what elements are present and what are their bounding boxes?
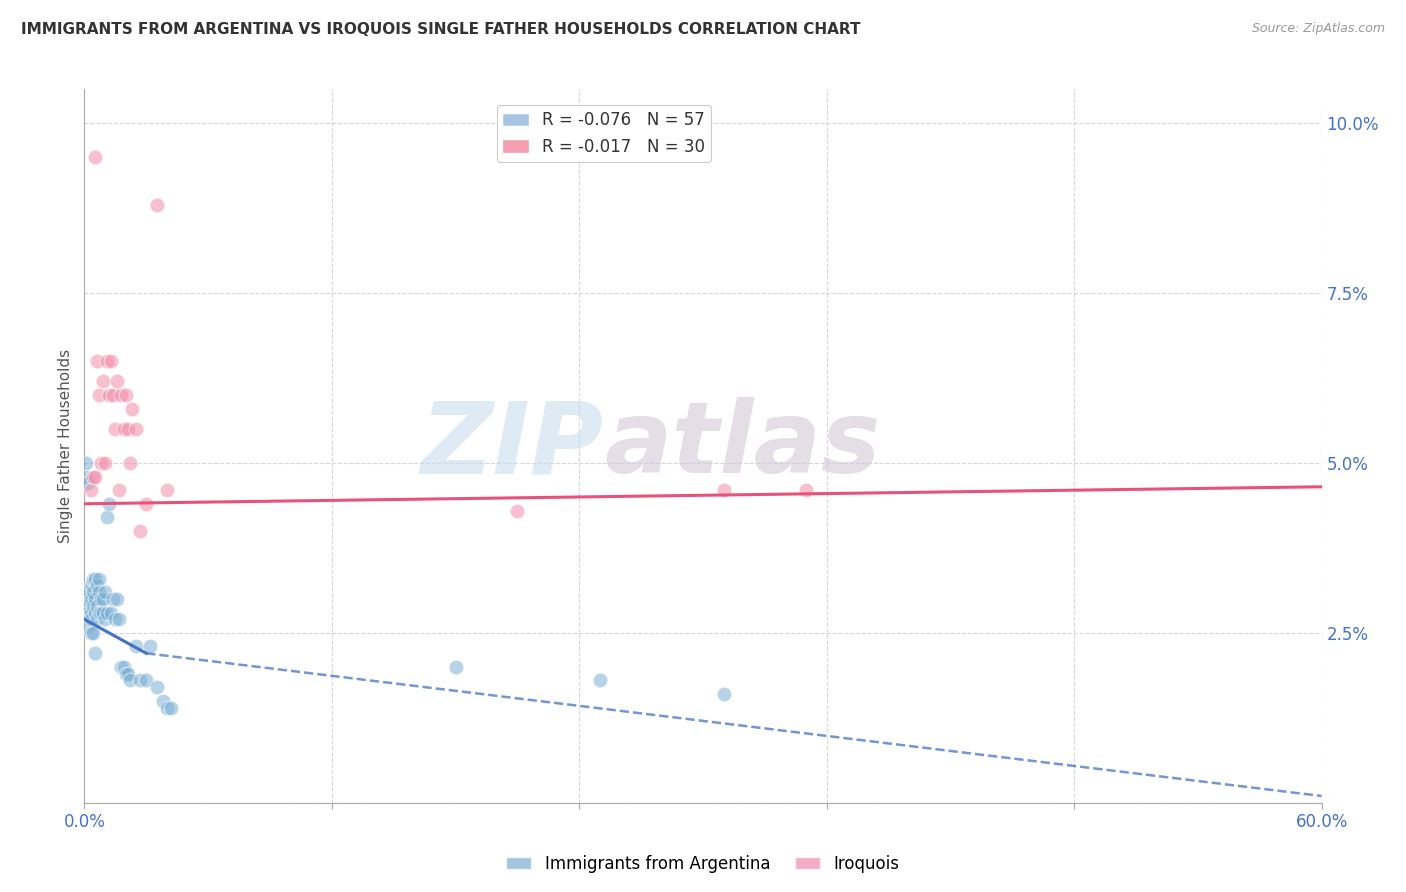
Point xyxy=(82,599,104,613)
Point xyxy=(83,572,105,586)
Point xyxy=(105,375,128,389)
Point xyxy=(87,585,110,599)
Point xyxy=(79,483,101,498)
Point xyxy=(82,585,104,599)
Point xyxy=(83,150,105,164)
Point xyxy=(86,578,108,592)
Point xyxy=(589,673,612,688)
Point xyxy=(129,524,152,538)
Point xyxy=(121,401,143,416)
Text: ZIP: ZIP xyxy=(420,398,605,494)
Point xyxy=(108,612,131,626)
Point xyxy=(91,375,114,389)
Point xyxy=(77,606,100,620)
Point xyxy=(82,626,104,640)
Point xyxy=(103,591,125,606)
Point xyxy=(112,422,135,436)
Point xyxy=(96,354,118,368)
Point xyxy=(83,469,105,483)
Point xyxy=(103,388,125,402)
Point xyxy=(104,612,127,626)
Point xyxy=(77,599,100,613)
Legend: Immigrants from Argentina, Iroquois: Immigrants from Argentina, Iroquois xyxy=(499,848,907,880)
Point xyxy=(129,673,152,688)
Point xyxy=(114,388,136,402)
Point xyxy=(91,591,114,606)
Point xyxy=(87,606,110,620)
Point xyxy=(75,456,97,470)
Point xyxy=(79,626,101,640)
Point xyxy=(145,680,167,694)
Point xyxy=(86,599,108,613)
Point xyxy=(135,497,157,511)
Point xyxy=(77,585,100,599)
Point xyxy=(98,497,121,511)
Point xyxy=(87,388,110,402)
Point xyxy=(444,660,467,674)
Text: atlas: atlas xyxy=(605,398,880,494)
Point xyxy=(94,612,117,626)
Y-axis label: Single Father Households: Single Father Households xyxy=(58,349,73,543)
Point xyxy=(118,673,141,688)
Point xyxy=(91,606,114,620)
Text: Source: ZipAtlas.com: Source: ZipAtlas.com xyxy=(1251,22,1385,36)
Point xyxy=(156,483,179,498)
Point xyxy=(94,585,117,599)
Point xyxy=(110,388,132,402)
Point xyxy=(75,469,97,483)
Point xyxy=(139,640,162,654)
Point xyxy=(152,694,174,708)
Point xyxy=(145,198,167,212)
Point xyxy=(86,612,108,626)
Point xyxy=(86,354,108,368)
Point xyxy=(96,510,118,524)
Point xyxy=(90,606,112,620)
Point xyxy=(90,456,112,470)
Point xyxy=(156,700,179,714)
Point xyxy=(713,483,735,498)
Point xyxy=(100,354,122,368)
Point xyxy=(79,612,101,626)
Point xyxy=(79,606,101,620)
Point xyxy=(96,606,118,620)
Point xyxy=(118,456,141,470)
Point xyxy=(794,483,817,498)
Point xyxy=(79,591,101,606)
Point xyxy=(83,591,105,606)
Point xyxy=(100,606,122,620)
Point xyxy=(108,483,131,498)
Point xyxy=(117,422,139,436)
Point xyxy=(713,687,735,701)
Point xyxy=(82,469,104,483)
Point xyxy=(104,422,127,436)
Point xyxy=(75,591,97,606)
Point xyxy=(117,666,139,681)
Point xyxy=(77,619,100,633)
Point xyxy=(506,503,529,517)
Point xyxy=(90,591,112,606)
Point xyxy=(112,660,135,674)
Text: IMMIGRANTS FROM ARGENTINA VS IROQUOIS SINGLE FATHER HOUSEHOLDS CORRELATION CHART: IMMIGRANTS FROM ARGENTINA VS IROQUOIS SI… xyxy=(21,22,860,37)
Point xyxy=(87,572,110,586)
Point xyxy=(125,640,148,654)
Point xyxy=(83,606,105,620)
Point xyxy=(82,572,104,586)
Point xyxy=(135,673,157,688)
Point xyxy=(110,660,132,674)
Point xyxy=(114,666,136,681)
Point xyxy=(94,456,117,470)
Point xyxy=(77,476,100,491)
Point xyxy=(79,578,101,592)
Point xyxy=(125,422,148,436)
Point xyxy=(98,388,121,402)
Point xyxy=(83,646,105,660)
Legend: R = -0.076   N = 57, R = -0.017   N = 30: R = -0.076 N = 57, R = -0.017 N = 30 xyxy=(496,104,711,162)
Point xyxy=(160,700,183,714)
Point xyxy=(105,591,128,606)
